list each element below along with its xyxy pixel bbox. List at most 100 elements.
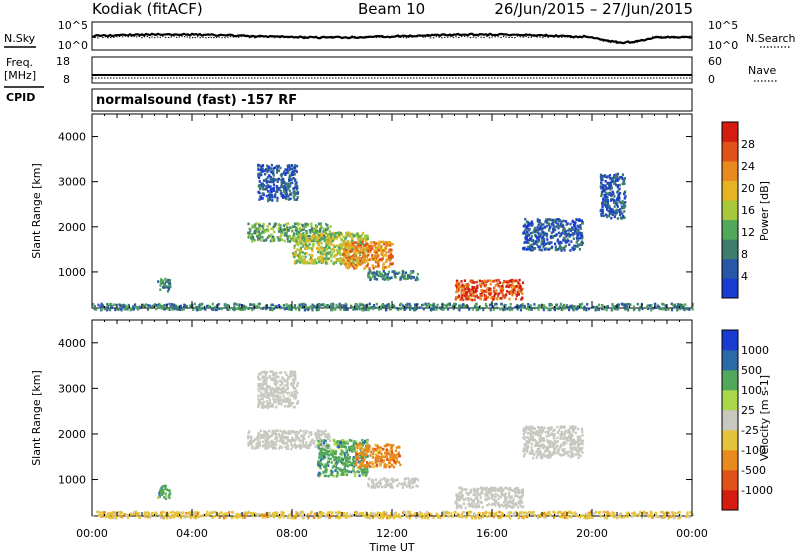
- power-colorbar-swatch: [722, 258, 738, 279]
- velocity-ytick-label: 4000: [58, 337, 86, 350]
- power-region-9: [92, 302, 694, 312]
- cpid-label: CPID: [6, 91, 35, 104]
- nave-tick-bottom: 0: [708, 73, 715, 86]
- cpid-panel: [91, 88, 693, 112]
- velocity-region-5: [367, 477, 420, 489]
- power-ytick-label: 1000: [58, 266, 86, 279]
- power-colorbar-swatch: [722, 200, 738, 221]
- power-colorbar-swatch: [722, 141, 738, 162]
- beam-label: Beam 10: [358, 0, 425, 18]
- time-tick-label: 20:00: [576, 527, 608, 540]
- velocity-ytick-label: 1000: [58, 474, 86, 487]
- velocity-region-8: [92, 510, 694, 520]
- velocity-region-7: [522, 425, 585, 460]
- velocity-colorbar-tick: 25: [741, 404, 755, 417]
- power-ytick-label: 4000: [58, 131, 86, 144]
- date-range: 26/Jun/2015 – 27/Jun/2015: [494, 0, 693, 18]
- power-region-8: [599, 172, 627, 220]
- nsky-tick-bottom: 10^0: [58, 39, 88, 52]
- power-colorbar-swatch: [722, 239, 738, 260]
- velocity-ylabel: Slant Range [km]: [30, 370, 43, 466]
- velocity-colorbar-swatch: [722, 450, 738, 471]
- station-title: Kodiak (fitACF): [92, 0, 203, 18]
- velocity-colorbar-swatch: [722, 430, 738, 451]
- velocity-heatmap: [92, 370, 694, 520]
- time-tick-label: 00:00: [76, 527, 108, 540]
- time-tick-label: 00:00: [676, 527, 708, 540]
- time-tick-label: 16:00: [476, 527, 508, 540]
- velocity-ytick-label: 2000: [58, 428, 86, 441]
- freq-tick-bottom: 8: [63, 73, 70, 86]
- time-axis-label: Time UT: [368, 541, 414, 554]
- velocity-ytick-label: 3000: [58, 382, 86, 395]
- freq-label-line1: Freq.: [6, 56, 33, 69]
- velocity-colorbar-tick: -100: [741, 444, 766, 457]
- power-colorbar-tick: 20: [741, 182, 755, 195]
- velocity-colorbar-label: Velocity [m s-1]: [758, 375, 771, 461]
- power-region-6: [454, 278, 525, 302]
- power-region-0: [157, 277, 172, 293]
- power-colorbar-swatch: [722, 278, 738, 299]
- nsky-panel: N.Sky 10^5 10^0 10^5 10^0 N.Search: [4, 19, 796, 52]
- freq-panel: Freq. [MHz] 18 8 60 0 Nave: [4, 55, 778, 86]
- power-ytick-label: 3000: [58, 176, 86, 189]
- time-axis: 00:00 04:00 08:00 12:00 16:00 20:00 00:00: [76, 527, 708, 540]
- nsearch-series-line: [91, 35, 693, 45]
- velocity-region-1: [257, 370, 300, 409]
- power-colorbar-tick: 16: [741, 204, 755, 217]
- power-region-2: [247, 222, 332, 243]
- power-colorbar-swatch: [722, 122, 738, 142]
- nsearch-label: N.Search: [746, 32, 796, 45]
- velocity-colorbar: 1000 500 100 25 -25 -100 -500 -1000: [721, 329, 773, 511]
- cpid-text: normalsound (fast) -157 RF: [96, 93, 297, 108]
- velocity-colorbar-swatch: [722, 350, 738, 371]
- power-colorbar-swatch: [722, 180, 738, 201]
- power-colorbar-tick: 12: [741, 226, 755, 239]
- power-colorbar-label: Power [dB]: [758, 181, 771, 241]
- power-colorbar-tick: 24: [741, 160, 755, 173]
- power-colorbar-tick: 4: [741, 270, 748, 283]
- nsky-series-line: [92, 32, 693, 45]
- freq-tick-top: 18: [56, 55, 70, 68]
- velocity-colorbar-tick: -500: [741, 464, 766, 477]
- nsearch-tick-bottom: 10^0: [708, 39, 738, 52]
- velocity-colorbar-swatch: [722, 470, 738, 491]
- velocity-colorbar-swatch: [722, 410, 738, 431]
- power-ytick-label: 2000: [58, 221, 86, 234]
- velocity-colorbar-swatch: [722, 390, 738, 411]
- power-region-4: [342, 240, 394, 270]
- power-colorbar-tick: 8: [741, 248, 748, 261]
- velocity-region-6: [454, 486, 525, 510]
- time-tick-label: 08:00: [276, 527, 308, 540]
- velocity-region-4: [354, 443, 402, 469]
- velocity-colorbar-tick: 500: [741, 364, 762, 377]
- velocity-colorbar-tick: 100: [741, 384, 762, 397]
- velocity-colorbar-swatch: [722, 330, 738, 351]
- velocity-region-0: [157, 484, 172, 501]
- power-heatmap: [92, 163, 694, 312]
- velocity-region-2: [247, 429, 332, 451]
- power-ylabel: Slant Range [km]: [30, 163, 43, 259]
- power-colorbar-swatch: [722, 161, 738, 181]
- freq-label-line2: [MHz]: [4, 69, 36, 82]
- nsearch-tick-top: 10^5: [708, 19, 738, 32]
- power-region-7: [522, 217, 585, 252]
- velocity-colorbar-swatch: [722, 370, 738, 391]
- velocity-colorbar-swatch: [722, 490, 738, 511]
- velocity-colorbar-tick: -1000: [741, 484, 773, 497]
- nsky-tick-top: 10^5: [58, 19, 88, 32]
- velocity-colorbar-tick: -25: [741, 424, 759, 437]
- power-colorbar-tick: 28: [741, 138, 755, 151]
- power-region-5: [367, 269, 420, 282]
- velocity-panel: 1000 2000 3000 4000 Slant Range [km]: [30, 319, 694, 520]
- nave-tick-top: 60: [708, 55, 722, 68]
- nsky-label: N.Sky: [4, 32, 36, 45]
- time-tick-label: 04:00: [176, 527, 208, 540]
- power-region-1: [257, 163, 300, 203]
- nave-label: Nave: [748, 64, 776, 77]
- velocity-colorbar-tick: 1000: [741, 344, 769, 357]
- power-colorbar: 4 8 12 16 20 24 28: [721, 121, 755, 299]
- power-colorbar-swatch: [722, 219, 738, 240]
- power-panel: 1000 2000 3000 4000 Slant Range [km]: [30, 113, 694, 312]
